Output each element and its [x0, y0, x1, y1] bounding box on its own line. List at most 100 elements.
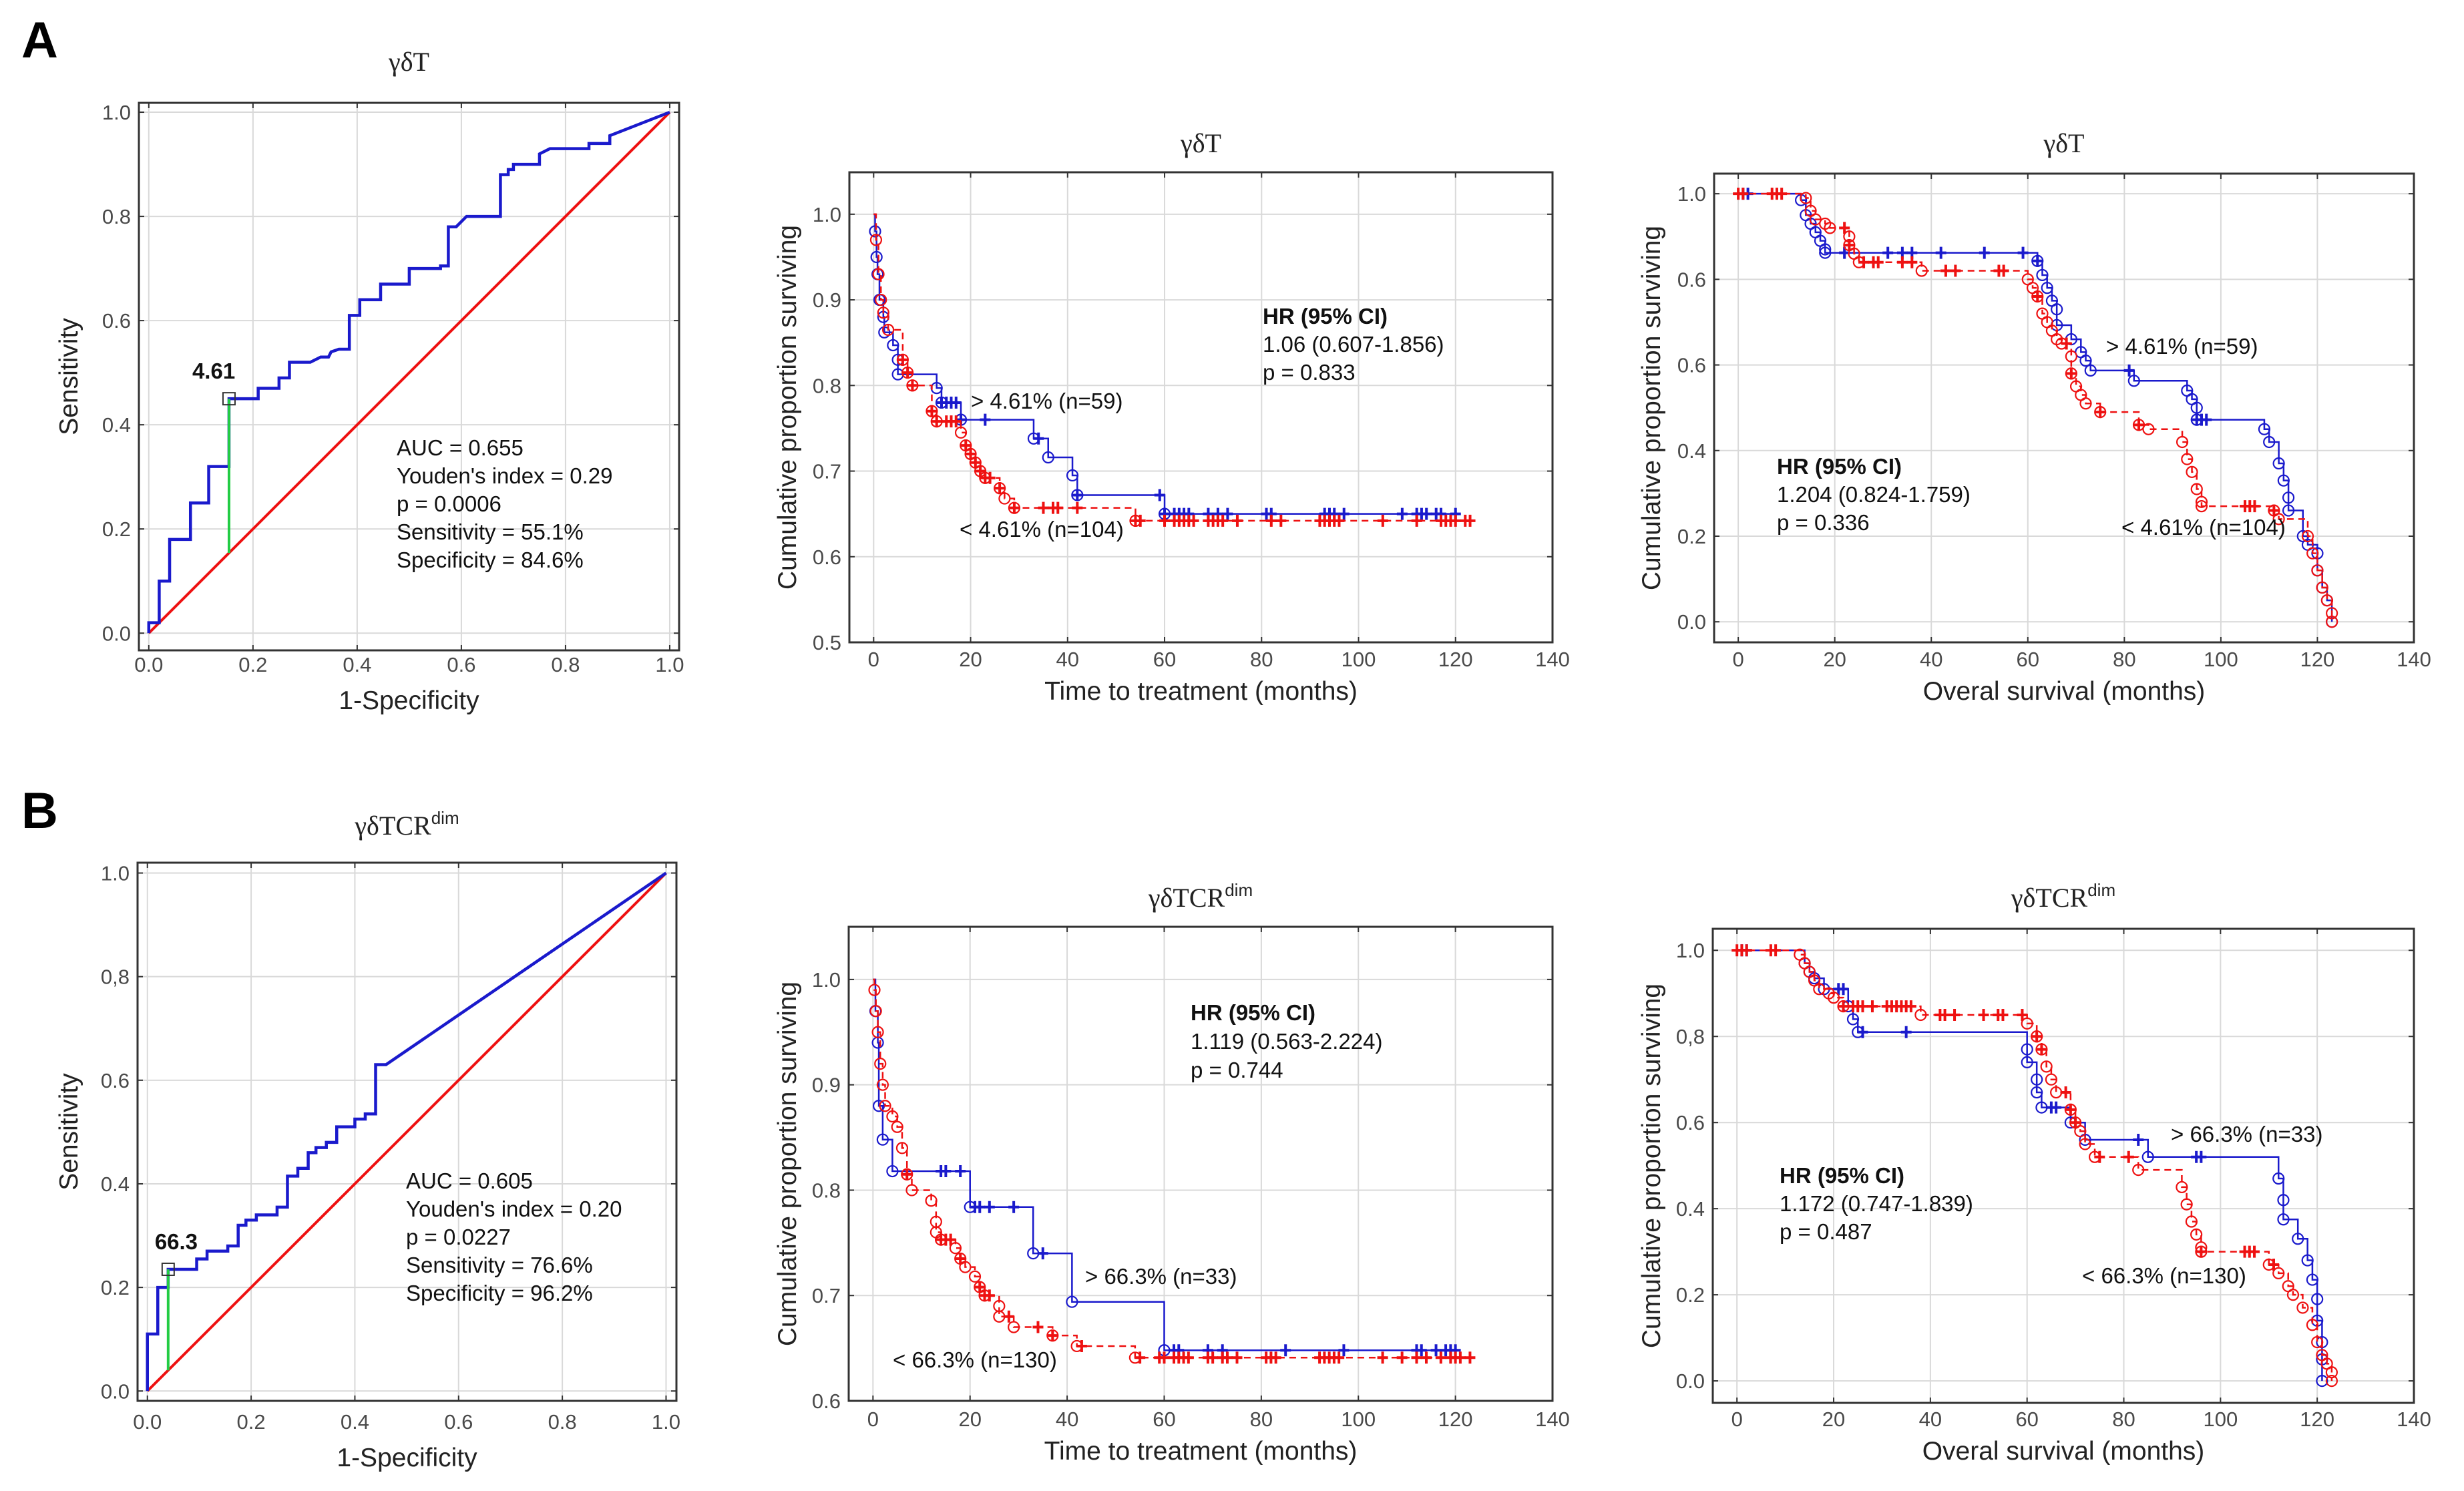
x-tick-label: 20 [1823, 648, 1846, 671]
event-marker [2326, 616, 2338, 628]
event-marker [2079, 1138, 2091, 1150]
plot-frame [847, 925, 1554, 1402]
chart-kmB2: γδTCRdim 0 20 40 60 80 100 120 140 0.0 0.2 0.4 0.6 0,… [1637, 880, 2431, 1466]
censor-marker [1008, 501, 1020, 514]
event-marker [2277, 1194, 2290, 1207]
x-tick-label: 0 [1731, 1408, 1743, 1431]
x-axis-label: Overal survival (months) [1923, 677, 2206, 706]
y-tick-label: 0.9 [813, 288, 841, 312]
x-tick-label: 100 [2204, 648, 2238, 671]
event-marker [2074, 1124, 2087, 1138]
event-marker [2021, 1056, 2033, 1069]
chart-title-text: γδT [1180, 128, 1221, 158]
x-tick-label: 80 [1250, 648, 1273, 671]
event-marker [2176, 435, 2189, 449]
censor-marker [2051, 1101, 2062, 1114]
y-tick-label: 0,8 [1676, 1025, 1705, 1048]
event-marker [2176, 1181, 2188, 1194]
censor-marker [1037, 1247, 1048, 1260]
series-label: < 4.61% (n=104) [2121, 515, 2286, 540]
x-tick-label: 0.6 [444, 1410, 473, 1434]
x-tick-label: 80 [2112, 1408, 2135, 1431]
x-tick-label: 0.4 [341, 1410, 369, 1434]
censor-marker [2123, 1150, 2134, 1163]
x-tick-label: 60 [2015, 1408, 2038, 1431]
y-tick-label: 0.6 [1677, 354, 1706, 377]
chart-title-text: γδTCR [2011, 883, 2088, 913]
y-tick-label: 0.8 [812, 1179, 841, 1202]
censor-marker [1038, 501, 1049, 514]
hazard-ratio-value: 1.06 (0.607-1.856) [1263, 332, 1444, 357]
censor-marker [1940, 264, 1951, 277]
y-tick-label: 0.7 [813, 460, 841, 483]
chart-title-superscript: dim [2087, 880, 2115, 900]
chart-rocA: γδT 0.0 0.2 0.4 0.6 0.8 1.0 0.0 0.2 0.4 0.6 0.8 1.0 1… [55, 47, 684, 715]
event-marker [887, 339, 899, 352]
censor-marker [1135, 514, 1146, 527]
censor-marker [1998, 264, 2009, 277]
x-tick-label: 20 [958, 1408, 981, 1431]
km-series-low [1731, 944, 2338, 1388]
y-tick-label: 0.0 [1677, 610, 1706, 634]
event-marker [1915, 264, 1928, 277]
y-axis-label: Sensitivity [55, 318, 83, 435]
censor-marker [1949, 1008, 1961, 1021]
censor-marker [1154, 489, 1165, 501]
x-tick-label: 0.0 [133, 1410, 162, 1434]
y-tick-label: 0.6 [1676, 1111, 1705, 1134]
x-tick-label: 140 [2397, 648, 2431, 671]
statistics-annotation: Youden's index = 0.29 [397, 463, 612, 488]
event-marker [891, 1120, 903, 1133]
censor-marker [1396, 1351, 1408, 1364]
panel-label-a: A [21, 12, 58, 69]
chart-title: γδT [1180, 128, 1221, 158]
series-label: < 4.61% (n=104) [960, 517, 1124, 542]
event-marker [2084, 364, 2097, 377]
event-marker [2316, 581, 2328, 594]
y-tick-label: 1.0 [812, 968, 841, 992]
y-tick-label: 0.7 [812, 1284, 841, 1307]
censor-marker [2065, 367, 2077, 380]
y-axis-label: Sensitivity [55, 1073, 83, 1191]
censor-marker [1905, 1000, 1916, 1013]
censor-marker [2196, 1245, 2207, 1258]
censor-marker [975, 465, 986, 477]
censor-marker [1265, 514, 1277, 527]
event-marker [2065, 350, 2077, 363]
y-tick-label: 0.6 [102, 309, 131, 333]
event-marker [868, 984, 881, 996]
y-axis-label: Cumulative proportion surviving [1637, 984, 1666, 1348]
censor-marker [1333, 1351, 1345, 1364]
event-marker [2127, 375, 2140, 387]
x-tick-label: 100 [1341, 1408, 1376, 1431]
censor-marker [2249, 500, 2260, 513]
survival-curve [1738, 192, 2333, 622]
event-marker [874, 1058, 887, 1070]
plot-frame [1711, 927, 2415, 1404]
chart-title: γδT [2043, 128, 2085, 158]
censor-marker [1217, 514, 1229, 527]
y-tick-label: 1.0 [1677, 182, 1706, 206]
series-label: > 66.3% (n=33) [2171, 1122, 2323, 1146]
cutoff-value-label: 66.3 [155, 1229, 198, 1254]
y-tick-label: 0.4 [1677, 439, 1706, 463]
censor-marker [1430, 1344, 1442, 1357]
censor-marker [2070, 1116, 2081, 1129]
event-marker [1008, 1321, 1020, 1333]
plot-frame [1713, 172, 2415, 644]
x-tick-label: 120 [2300, 648, 2335, 671]
event-marker [949, 1242, 962, 1255]
x-tick-label: 20 [1822, 1408, 1845, 1431]
censor-marker [1421, 1351, 1432, 1364]
censor-marker [1464, 1351, 1476, 1364]
x-tick-label: 140 [1535, 648, 1570, 671]
event-marker [2031, 1073, 2043, 1086]
censor-marker [1866, 1000, 1878, 1013]
event-marker [2031, 1086, 2043, 1099]
censor-marker [1072, 489, 1083, 501]
event-marker [2190, 483, 2203, 495]
event-marker [2272, 1267, 2285, 1279]
censor-marker [2094, 1150, 2105, 1163]
censor-marker [1207, 1351, 1219, 1364]
reference-diagonal-line [148, 111, 671, 634]
